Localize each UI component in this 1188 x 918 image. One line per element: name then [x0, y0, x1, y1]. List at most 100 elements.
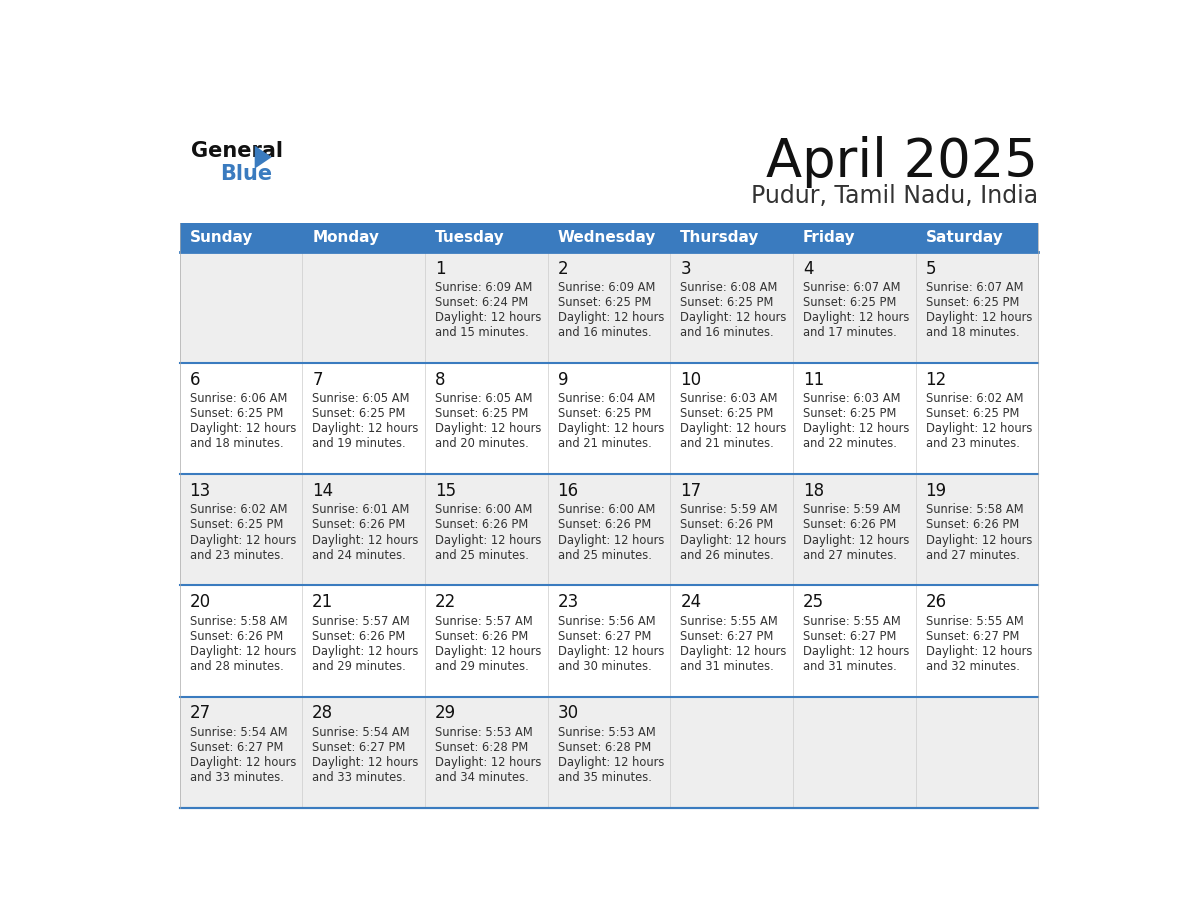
- Text: Sunset: 6:26 PM: Sunset: 6:26 PM: [681, 519, 773, 532]
- Text: Sunset: 6:27 PM: Sunset: 6:27 PM: [312, 741, 405, 754]
- Text: and 34 minutes.: and 34 minutes.: [435, 771, 529, 784]
- Text: Daylight: 12 hours: Daylight: 12 hours: [435, 756, 542, 769]
- Text: Daylight: 12 hours: Daylight: 12 hours: [925, 644, 1032, 657]
- Text: 7: 7: [312, 371, 323, 388]
- Text: Sunset: 6:25 PM: Sunset: 6:25 PM: [925, 297, 1019, 309]
- Text: Daylight: 12 hours: Daylight: 12 hours: [681, 533, 786, 546]
- Bar: [179, 586, 1038, 697]
- Text: Tuesday: Tuesday: [435, 230, 505, 245]
- Text: Daylight: 12 hours: Daylight: 12 hours: [803, 422, 909, 435]
- Text: Daylight: 12 hours: Daylight: 12 hours: [435, 311, 542, 324]
- Text: Sunrise: 6:03 AM: Sunrise: 6:03 AM: [803, 392, 901, 405]
- Text: and 27 minutes.: and 27 minutes.: [925, 549, 1019, 562]
- Text: and 23 minutes.: and 23 minutes.: [190, 549, 284, 562]
- Text: 29: 29: [435, 704, 456, 722]
- Text: Sunrise: 6:02 AM: Sunrise: 6:02 AM: [925, 392, 1023, 405]
- Polygon shape: [254, 146, 272, 169]
- Bar: [179, 697, 1038, 808]
- Text: Sunset: 6:27 PM: Sunset: 6:27 PM: [681, 630, 773, 643]
- Text: Blue: Blue: [221, 164, 273, 185]
- Text: Monday: Monday: [312, 230, 379, 245]
- Text: Sunset: 6:25 PM: Sunset: 6:25 PM: [681, 297, 773, 309]
- Text: Daylight: 12 hours: Daylight: 12 hours: [190, 756, 296, 769]
- Text: Daylight: 12 hours: Daylight: 12 hours: [557, 756, 664, 769]
- Text: and 26 minutes.: and 26 minutes.: [681, 549, 775, 562]
- Text: 16: 16: [557, 482, 579, 500]
- Text: Daylight: 12 hours: Daylight: 12 hours: [925, 311, 1032, 324]
- Text: and 25 minutes.: and 25 minutes.: [557, 549, 651, 562]
- Text: Sunset: 6:25 PM: Sunset: 6:25 PM: [557, 408, 651, 420]
- Text: Sunset: 6:26 PM: Sunset: 6:26 PM: [190, 630, 283, 643]
- Text: Sunrise: 6:02 AM: Sunrise: 6:02 AM: [190, 503, 287, 517]
- Text: and 22 minutes.: and 22 minutes.: [803, 437, 897, 451]
- Text: and 31 minutes.: and 31 minutes.: [681, 660, 775, 673]
- Text: Sunset: 6:25 PM: Sunset: 6:25 PM: [312, 408, 405, 420]
- Text: Sunrise: 5:55 AM: Sunrise: 5:55 AM: [925, 615, 1023, 628]
- Text: Sunrise: 5:57 AM: Sunrise: 5:57 AM: [312, 615, 410, 628]
- Text: Sunset: 6:25 PM: Sunset: 6:25 PM: [803, 408, 896, 420]
- Text: Daylight: 12 hours: Daylight: 12 hours: [190, 533, 296, 546]
- Text: and 24 minutes.: and 24 minutes.: [312, 549, 406, 562]
- Text: Wednesday: Wednesday: [557, 230, 656, 245]
- Text: 14: 14: [312, 482, 334, 500]
- Text: 19: 19: [925, 482, 947, 500]
- Text: and 15 minutes.: and 15 minutes.: [435, 326, 529, 339]
- Text: Sunrise: 6:07 AM: Sunrise: 6:07 AM: [925, 281, 1023, 294]
- Text: and 29 minutes.: and 29 minutes.: [435, 660, 529, 673]
- Text: Daylight: 12 hours: Daylight: 12 hours: [803, 644, 909, 657]
- Text: Sunset: 6:26 PM: Sunset: 6:26 PM: [435, 630, 529, 643]
- Text: Daylight: 12 hours: Daylight: 12 hours: [557, 644, 664, 657]
- Text: Sunrise: 5:53 AM: Sunrise: 5:53 AM: [557, 726, 656, 739]
- Text: and 33 minutes.: and 33 minutes.: [312, 771, 406, 784]
- Text: Daylight: 12 hours: Daylight: 12 hours: [312, 422, 418, 435]
- Text: Sunrise: 6:00 AM: Sunrise: 6:00 AM: [435, 503, 532, 517]
- Text: and 31 minutes.: and 31 minutes.: [803, 660, 897, 673]
- Text: Sunset: 6:26 PM: Sunset: 6:26 PM: [557, 519, 651, 532]
- Text: Sunrise: 5:56 AM: Sunrise: 5:56 AM: [557, 615, 656, 628]
- Text: and 35 minutes.: and 35 minutes.: [557, 771, 651, 784]
- Text: 12: 12: [925, 371, 947, 388]
- Text: 25: 25: [803, 593, 824, 611]
- Text: 1: 1: [435, 260, 446, 277]
- Text: Daylight: 12 hours: Daylight: 12 hours: [681, 644, 786, 657]
- Text: 15: 15: [435, 482, 456, 500]
- Text: Sunrise: 5:58 AM: Sunrise: 5:58 AM: [190, 615, 287, 628]
- Text: Sunrise: 6:09 AM: Sunrise: 6:09 AM: [557, 281, 655, 294]
- Text: and 18 minutes.: and 18 minutes.: [925, 326, 1019, 339]
- Text: 18: 18: [803, 482, 824, 500]
- Text: 20: 20: [190, 593, 210, 611]
- Text: Sunrise: 6:00 AM: Sunrise: 6:00 AM: [557, 503, 655, 517]
- Text: Daylight: 12 hours: Daylight: 12 hours: [435, 533, 542, 546]
- Text: 3: 3: [681, 260, 691, 277]
- Text: Daylight: 12 hours: Daylight: 12 hours: [803, 311, 909, 324]
- Text: 10: 10: [681, 371, 701, 388]
- Text: and 18 minutes.: and 18 minutes.: [190, 437, 283, 451]
- Bar: [179, 475, 1038, 586]
- Text: Sunset: 6:25 PM: Sunset: 6:25 PM: [803, 297, 896, 309]
- Text: Sunset: 6:27 PM: Sunset: 6:27 PM: [803, 630, 896, 643]
- Text: and 30 minutes.: and 30 minutes.: [557, 660, 651, 673]
- Text: 22: 22: [435, 593, 456, 611]
- Text: Sunday: Sunday: [190, 230, 253, 245]
- Text: and 28 minutes.: and 28 minutes.: [190, 660, 283, 673]
- Text: Sunset: 6:25 PM: Sunset: 6:25 PM: [435, 408, 529, 420]
- Text: Daylight: 12 hours: Daylight: 12 hours: [925, 533, 1032, 546]
- Text: 28: 28: [312, 704, 334, 722]
- Text: Sunrise: 6:05 AM: Sunrise: 6:05 AM: [312, 392, 410, 405]
- Text: 11: 11: [803, 371, 824, 388]
- Text: Daylight: 12 hours: Daylight: 12 hours: [681, 422, 786, 435]
- Text: Sunset: 6:24 PM: Sunset: 6:24 PM: [435, 297, 529, 309]
- Text: Sunrise: 5:59 AM: Sunrise: 5:59 AM: [803, 503, 901, 517]
- Text: Sunrise: 5:53 AM: Sunrise: 5:53 AM: [435, 726, 532, 739]
- Text: Sunset: 6:25 PM: Sunset: 6:25 PM: [925, 408, 1019, 420]
- Text: Sunset: 6:26 PM: Sunset: 6:26 PM: [312, 519, 405, 532]
- Text: and 20 minutes.: and 20 minutes.: [435, 437, 529, 451]
- Text: Sunrise: 6:07 AM: Sunrise: 6:07 AM: [803, 281, 901, 294]
- Text: 23: 23: [557, 593, 579, 611]
- Text: Sunset: 6:28 PM: Sunset: 6:28 PM: [435, 741, 529, 754]
- Text: April 2025: April 2025: [766, 136, 1038, 187]
- Text: Sunrise: 6:05 AM: Sunrise: 6:05 AM: [435, 392, 532, 405]
- Text: Sunset: 6:27 PM: Sunset: 6:27 PM: [190, 741, 283, 754]
- Text: Friday: Friday: [803, 230, 855, 245]
- Text: 8: 8: [435, 371, 446, 388]
